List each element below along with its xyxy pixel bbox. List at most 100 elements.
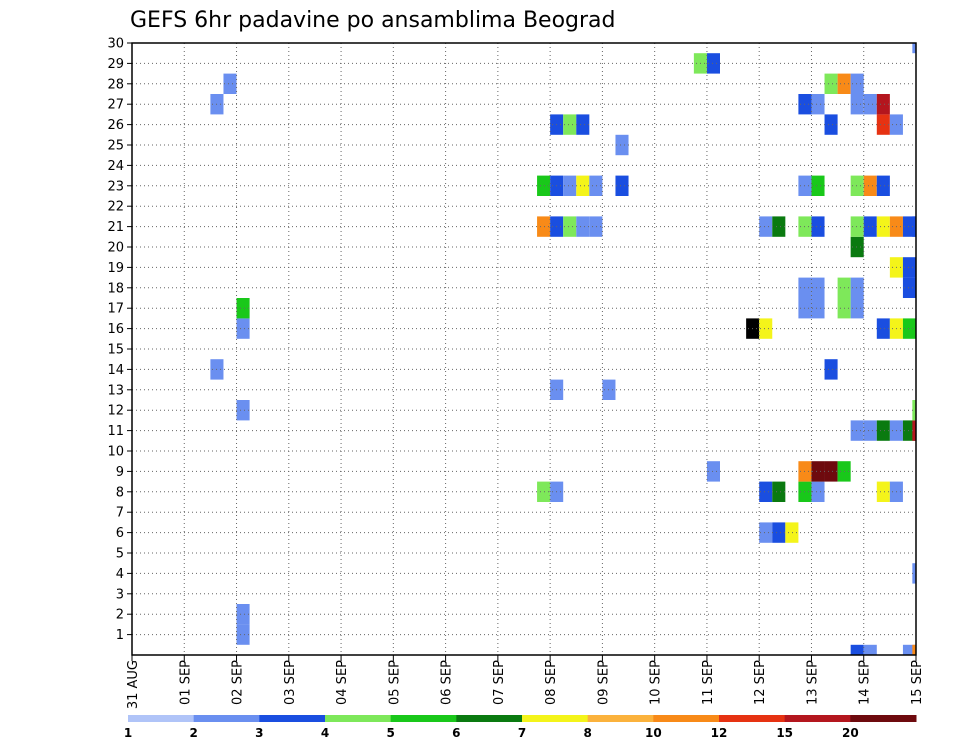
heatmap-cell (824, 73, 838, 94)
heatmap-cell (811, 277, 825, 298)
heatmap-cell (876, 420, 890, 441)
heatmap-cell (850, 298, 864, 319)
heatmap-cell (706, 53, 720, 74)
x-tick-label: 06 SEP (440, 660, 455, 705)
y-tick-label: 10 (107, 445, 124, 460)
x-tick-label: 02 SEP (231, 660, 246, 705)
heatmap-cell (850, 236, 864, 258)
colorbar-tick-label: 20 (842, 726, 859, 740)
colorbar-tick-label: 1 (124, 726, 132, 740)
x-tick-label: 15 SEP (910, 660, 925, 705)
x-tick-label: 11 SEP (701, 660, 716, 705)
heatmap-cell (537, 481, 551, 502)
y-tick-label: 26 (107, 118, 124, 133)
y-tick-label: 30 (107, 37, 124, 52)
heatmap-cell (912, 216, 916, 237)
colorbar-tick-label: 5 (386, 726, 394, 740)
y-tick-label: 1 (116, 628, 124, 643)
heatmap-cell (223, 73, 237, 94)
y-tick-label: 3 (116, 587, 124, 602)
heatmap-cell (876, 216, 890, 237)
heatmap-cell (236, 624, 250, 645)
y-tick-label: 25 (107, 139, 124, 154)
heatmap-cell (850, 94, 864, 115)
heatmap-cell (912, 563, 916, 584)
heatmap-cell (863, 644, 877, 655)
heatmap-cell (850, 175, 864, 196)
y-tick-label: 11 (107, 424, 124, 439)
y-tick-label: 18 (107, 281, 124, 296)
heatmap-cell (912, 43, 916, 54)
heatmap-cell (537, 216, 551, 237)
heatmap-cell (811, 216, 825, 237)
heatmap-cell (850, 644, 864, 655)
heatmap-cell (876, 175, 890, 196)
heatmap-cell (876, 318, 890, 339)
heatmap-cell (759, 481, 773, 502)
y-tick-label: 5 (116, 547, 124, 562)
heatmap-cell (589, 175, 603, 196)
y-tick-label: 12 (107, 404, 124, 419)
y-tick-label: 21 (107, 220, 124, 235)
colorbar-tick-label: 8 (583, 726, 591, 740)
heatmap-cell (811, 175, 825, 196)
heatmap-cell (563, 175, 577, 196)
x-tick-label: 12 SEP (753, 660, 768, 705)
heatmap-cell (902, 318, 916, 339)
heatmap-cell (615, 134, 629, 156)
y-tick-label: 17 (107, 302, 124, 317)
heatmap-cell (563, 114, 577, 135)
heatmap-cell (236, 400, 250, 421)
y-tick-label: 20 (107, 241, 124, 256)
heatmap-cell (589, 216, 603, 237)
colorbar-swatch (325, 715, 392, 722)
heatmap-cell (876, 94, 890, 115)
colorbar-tick-label: 3 (255, 726, 263, 740)
y-tick-label: 22 (107, 200, 124, 215)
chart-title: GEFS 6hr padavine po ansamblima Beograd (130, 8, 616, 33)
heatmap-cell (759, 216, 773, 237)
colorbar-tick-label: 6 (452, 726, 460, 740)
heatmap-cell (912, 644, 916, 655)
y-tick-label: 9 (116, 465, 124, 480)
y-tick-label: 24 (107, 159, 124, 174)
colorbar-swatch (587, 715, 654, 722)
colorbar-swatch (128, 715, 195, 722)
heatmap-cell (863, 94, 877, 115)
heatmap-cell (912, 400, 916, 421)
heatmap-cell (902, 644, 916, 655)
heatmap-cell (537, 175, 551, 196)
heatmap-cell (876, 481, 890, 502)
y-tick-label: 14 (107, 363, 124, 378)
y-tick-label: 13 (107, 383, 124, 398)
x-tick-label: 13 SEP (805, 660, 820, 705)
heatmap-cell (824, 359, 838, 380)
heatmap-cell (850, 277, 864, 298)
y-axis: 1234567891011121314151617181920212223242… (107, 37, 132, 643)
x-tick-label: 01 SEP (178, 660, 193, 705)
x-tick-label: 09 SEP (596, 660, 611, 705)
colorbar-tick-label: 12 (711, 726, 728, 740)
x-tick-label: 05 SEP (387, 660, 402, 705)
colorbar-swatch (259, 715, 326, 722)
x-tick-label: 14 SEP (858, 660, 873, 705)
colorbar-swatch (522, 715, 589, 722)
x-tick-label: 08 SEP (544, 660, 559, 705)
colorbar-swatch (653, 715, 720, 722)
x-tick-label: 31 AUG (126, 660, 141, 709)
heatmap-cell (863, 420, 877, 441)
heatmap-cell (811, 298, 825, 319)
heatmap-cell (615, 175, 629, 196)
colorbar: 1 2 3 4 5 6 7 8 10 12 15 20 (124, 715, 917, 740)
y-tick-label: 23 (107, 179, 124, 194)
heatmap-cell (772, 522, 786, 543)
y-tick-label: 7 (116, 506, 124, 521)
heatmap-cell (706, 461, 720, 482)
x-axis: 31 AUG 01 SEP 02 SEP 03 SEP 04 SEP 05 SEP 06 S… (126, 655, 925, 709)
heatmap-cell (576, 175, 590, 196)
colorbar-swatch (784, 715, 851, 722)
colorbar-swatch (390, 715, 457, 722)
colorbar-tick-label: 10 (645, 726, 662, 740)
heatmap-cell (563, 216, 577, 237)
heatmap-cell (576, 114, 590, 135)
